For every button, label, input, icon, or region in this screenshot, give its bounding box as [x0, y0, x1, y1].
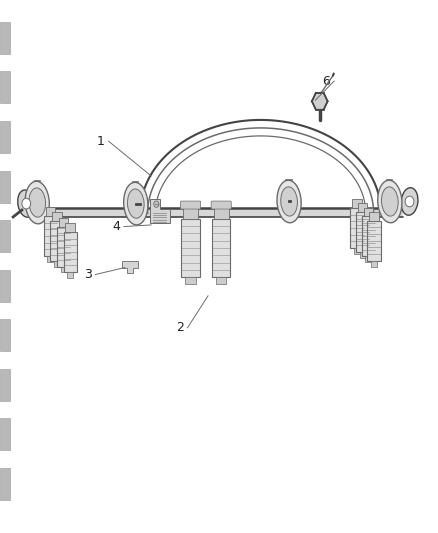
Bar: [57, 227, 70, 266]
Ellipse shape: [277, 180, 301, 223]
Bar: [356, 212, 369, 252]
Ellipse shape: [381, 187, 398, 216]
Bar: [214, 208, 229, 219]
Text: 2: 2: [176, 321, 184, 334]
Bar: [371, 261, 377, 266]
Bar: [362, 216, 375, 256]
Bar: [46, 207, 55, 216]
Bar: [0, 319, 10, 351]
Bar: [0, 270, 10, 302]
Bar: [0, 418, 10, 450]
Bar: [64, 232, 77, 272]
Ellipse shape: [401, 188, 418, 215]
Bar: [367, 221, 381, 261]
Bar: [358, 204, 367, 212]
Bar: [0, 468, 10, 500]
Bar: [370, 212, 379, 221]
Bar: [0, 369, 10, 401]
Text: 6: 6: [322, 75, 330, 87]
Bar: [67, 272, 73, 278]
Bar: [0, 71, 10, 103]
FancyBboxPatch shape: [180, 201, 201, 209]
Bar: [360, 252, 366, 258]
Text: 1: 1: [97, 135, 105, 148]
Bar: [50, 221, 64, 261]
Ellipse shape: [127, 189, 144, 218]
Bar: [0, 121, 10, 153]
Bar: [185, 277, 196, 284]
Text: 3: 3: [84, 268, 92, 281]
Bar: [53, 213, 61, 221]
Polygon shape: [122, 261, 138, 273]
Bar: [47, 256, 53, 262]
Ellipse shape: [281, 187, 297, 216]
Bar: [350, 208, 364, 248]
Bar: [365, 256, 371, 262]
Circle shape: [22, 198, 31, 209]
Bar: [44, 216, 57, 256]
Bar: [65, 223, 74, 232]
Bar: [60, 266, 67, 272]
Bar: [181, 219, 200, 277]
Ellipse shape: [29, 188, 46, 217]
Bar: [354, 248, 360, 254]
Bar: [183, 208, 198, 219]
Ellipse shape: [25, 181, 49, 224]
Ellipse shape: [124, 182, 148, 225]
Bar: [364, 208, 373, 216]
Polygon shape: [37, 208, 403, 217]
Ellipse shape: [18, 190, 35, 217]
FancyBboxPatch shape: [211, 201, 231, 209]
Polygon shape: [150, 199, 170, 223]
Circle shape: [154, 201, 159, 207]
Bar: [0, 171, 10, 203]
Text: 4: 4: [112, 220, 120, 233]
Bar: [0, 22, 10, 54]
Circle shape: [405, 196, 414, 207]
Bar: [212, 219, 230, 277]
Polygon shape: [312, 93, 328, 110]
Bar: [0, 220, 10, 252]
Bar: [59, 218, 68, 227]
Bar: [352, 199, 361, 208]
Bar: [54, 261, 60, 267]
Ellipse shape: [378, 180, 402, 223]
Bar: [216, 277, 226, 284]
